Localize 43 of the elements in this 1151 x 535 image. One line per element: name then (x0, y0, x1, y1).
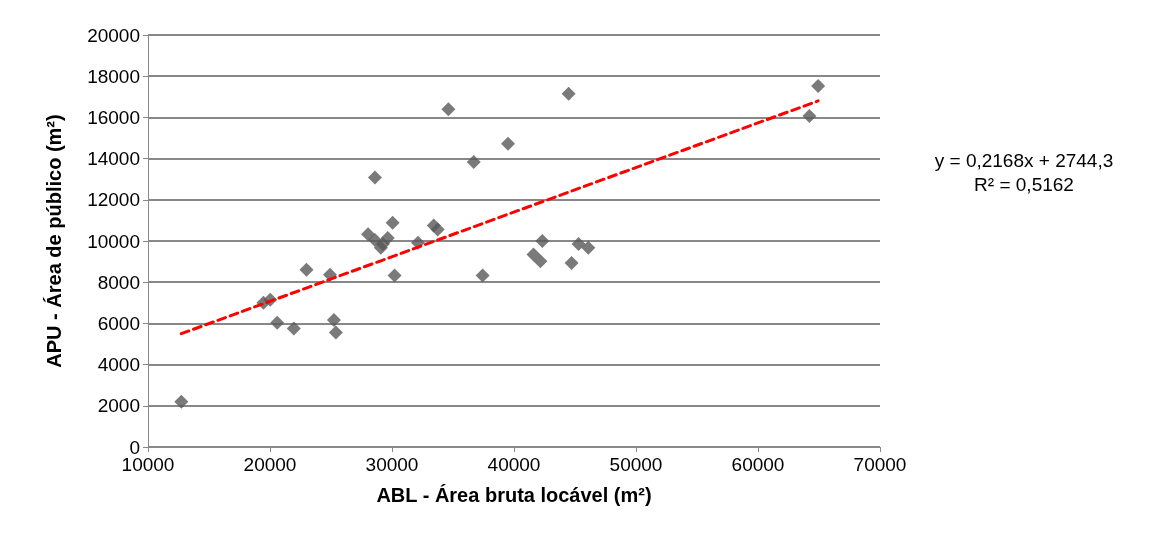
y-tick-label: 20000 (87, 24, 140, 46)
point (270, 315, 285, 330)
y-tick-label: 10000 (87, 230, 140, 252)
x-tick-label: 20000 (243, 454, 297, 475)
y-tick-label: 18000 (87, 65, 140, 87)
point (526, 247, 541, 262)
point (385, 215, 400, 230)
point (581, 240, 596, 255)
point (466, 155, 481, 170)
point (475, 268, 490, 283)
y-tick-label: 12000 (87, 189, 140, 211)
point (441, 102, 456, 117)
x-tick-label: 50000 (609, 454, 663, 475)
point (328, 325, 343, 340)
point (561, 86, 576, 101)
point (533, 254, 548, 269)
y-tick-label: 2000 (97, 395, 140, 417)
point (535, 234, 550, 248)
y-tick-label: 14000 (87, 148, 140, 170)
text: y = 0,2168x + 2744,3 R² = 0,5162 (934, 149, 1114, 195)
x-tick-label: 30000 (365, 454, 419, 475)
point (430, 222, 445, 237)
x-tick-label: 70000 (853, 454, 907, 475)
y-tick-label: 16000 (87, 106, 140, 128)
point (571, 236, 586, 251)
point (564, 256, 579, 271)
point (380, 231, 395, 246)
point (174, 394, 189, 409)
point (367, 170, 382, 185)
y-tick-label: 4000 (97, 354, 140, 376)
point (802, 108, 817, 123)
point (501, 136, 516, 151)
point (286, 321, 301, 336)
y-tick-label: 6000 (97, 312, 140, 334)
point (299, 262, 314, 277)
point (387, 268, 402, 283)
point (811, 79, 826, 94)
point (326, 312, 341, 327)
x-tick-label: 40000 (487, 454, 541, 475)
x-axis-title: ABL - Área bruta locável (m²) (376, 484, 652, 506)
x-tick-label: 60000 (731, 454, 785, 475)
y-axis-title: APU - Área de público (m²) (43, 114, 65, 368)
y-tick-label: 8000 (97, 271, 140, 293)
